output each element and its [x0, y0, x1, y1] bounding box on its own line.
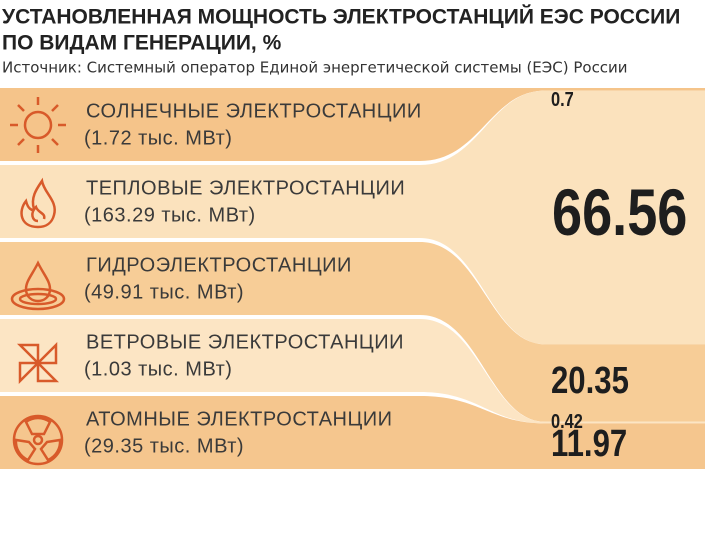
detail-label: (163.29 тыс. МВт) — [84, 204, 256, 226]
chart-title: УСТАНОВЛЕННАЯ МОЩНОСТЬ ЭЛЕКТРОСТАНЦИЙ ЕЭ… — [2, 5, 680, 29]
category-label: ГИДРОЭЛЕКТРОСТАНЦИИ — [86, 254, 352, 276]
flow-band — [0, 242, 705, 422]
category-label: ТЕПЛОВЫЕ ЭЛЕКТРОСТАНЦИИ — [86, 177, 405, 199]
source: Источник: Системный оператор Единой энер… — [2, 59, 628, 77]
detail-label: (49.91 тыс. МВт) — [84, 281, 244, 303]
flow-band — [0, 319, 705, 424]
category-label: ВЕТРОВЫЕ ЭЛЕКТРОСТАНЦИИ — [86, 331, 404, 353]
detail-label: (1.72 тыс. МВт) — [84, 127, 232, 149]
icons — [10, 97, 66, 466]
category-label: АТОМНЫЕ ЭЛЕКТРОСТАНЦИИ — [86, 408, 393, 430]
value-label: 0.7 — [551, 87, 574, 110]
flow-band — [0, 88, 705, 161]
value-label: 0.42 — [551, 409, 583, 432]
chart-title: ПО ВИДАМ ГЕНЕРАЦИИ, % — [2, 32, 282, 55]
value-label: 20.35 — [551, 360, 629, 402]
value-label: 11.97 — [551, 423, 627, 465]
category-label: СОЛНЕЧНЫЕ ЭЛЕКТРОСТАНЦИИ — [86, 100, 422, 122]
flow-band — [0, 396, 705, 469]
detail-label: (29.35 тыс. МВт) — [84, 435, 244, 457]
flow-band — [0, 90, 705, 345]
detail-label: (1.03 тыс. МВт) — [84, 358, 232, 380]
value-label: 66.56 — [552, 175, 687, 249]
